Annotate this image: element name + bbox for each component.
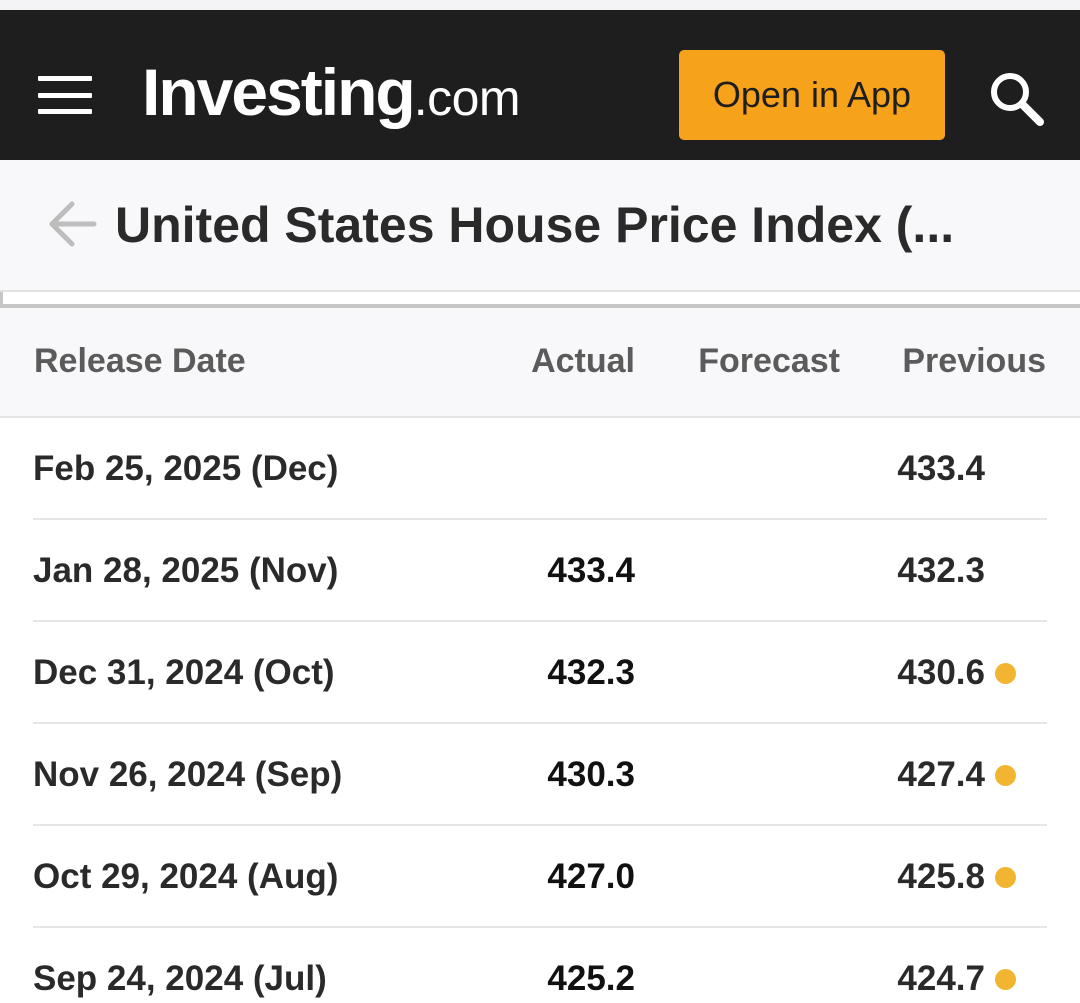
table-row: Dec 31, 2024 (Oct) 432.3 430.6 [33, 622, 1047, 724]
previous-value: 425.8 [897, 857, 985, 896]
release-date-cell: Dec 31, 2024 (Oct) [33, 653, 335, 692]
table-row: Nov 26, 2024 (Sep) 430.3 427.4 [33, 724, 1047, 826]
logo-wordmark: Investing [142, 55, 416, 129]
previous-value: 424.7 [897, 959, 985, 998]
column-header-actual[interactable]: Actual [531, 342, 635, 380]
release-table-body: Feb 25, 2025 (Dec) 433.4 Jan 28, 2025 (N… [0, 418, 1080, 1003]
revised-dot-icon[interactable] [995, 764, 1016, 786]
actual-cell: 427.0 [547, 857, 635, 896]
previous-cell: 425.8 [897, 857, 1016, 897]
page-title-bar: United States House Price Index (... [0, 160, 1080, 292]
divider [0, 292, 1080, 308]
previous-cell: 433.4 [897, 449, 1016, 489]
previous-value: 427.4 [897, 755, 985, 794]
open-in-app-button[interactable]: Open in App [679, 50, 945, 140]
release-date-cell: Nov 26, 2024 (Sep) [33, 755, 343, 794]
column-header-release-date[interactable]: Release Date [34, 342, 246, 380]
previous-value: 433.4 [897, 449, 985, 488]
previous-cell: 427.4 [897, 755, 1016, 795]
previous-cell: 432.3 [897, 551, 1016, 591]
previous-cell: 430.6 [897, 653, 1016, 693]
actual-cell: 425.2 [547, 959, 635, 998]
revised-dot-icon[interactable] [995, 866, 1016, 888]
previous-value: 432.3 [897, 551, 985, 590]
logo-suffix: .com [413, 70, 521, 126]
table-header: Release Date Actual Forecast Previous [0, 308, 1080, 418]
actual-cell: 432.3 [547, 653, 635, 692]
column-header-previous[interactable]: Previous [902, 342, 1046, 380]
previous-cell: 424.7 [897, 959, 1016, 999]
actual-cell: 433.4 [547, 551, 635, 590]
table-row: Feb 25, 2025 (Dec) 433.4 [33, 418, 1047, 520]
revised-dot-icon[interactable] [995, 662, 1016, 684]
previous-value: 430.6 [897, 653, 985, 692]
release-date-cell: Sep 24, 2024 (Jul) [33, 959, 327, 998]
search-icon[interactable] [986, 68, 1046, 128]
table-row: Jan 28, 2025 (Nov) 433.4 432.3 [33, 520, 1047, 622]
release-date-cell: Feb 25, 2025 (Dec) [33, 449, 339, 488]
page-title: United States House Price Index (... [115, 197, 955, 253]
release-date-cell: Jan 28, 2025 (Nov) [33, 551, 339, 590]
release-date-cell: Oct 29, 2024 (Aug) [33, 857, 339, 896]
revised-dot-icon[interactable] [995, 968, 1016, 990]
column-header-forecast[interactable]: Forecast [698, 342, 840, 380]
site-header: Investing .com Open in App [0, 10, 1080, 160]
table-row: Sep 24, 2024 (Jul) 425.2 424.7 [33, 928, 1047, 1003]
status-strip [0, 0, 1080, 10]
actual-cell: 430.3 [547, 755, 635, 794]
hamburger-menu-icon[interactable] [38, 76, 92, 114]
investing-logo[interactable]: Investing .com [142, 54, 521, 130]
back-arrow-icon[interactable] [46, 198, 98, 250]
table-row: Oct 29, 2024 (Aug) 427.0 425.8 [33, 826, 1047, 928]
